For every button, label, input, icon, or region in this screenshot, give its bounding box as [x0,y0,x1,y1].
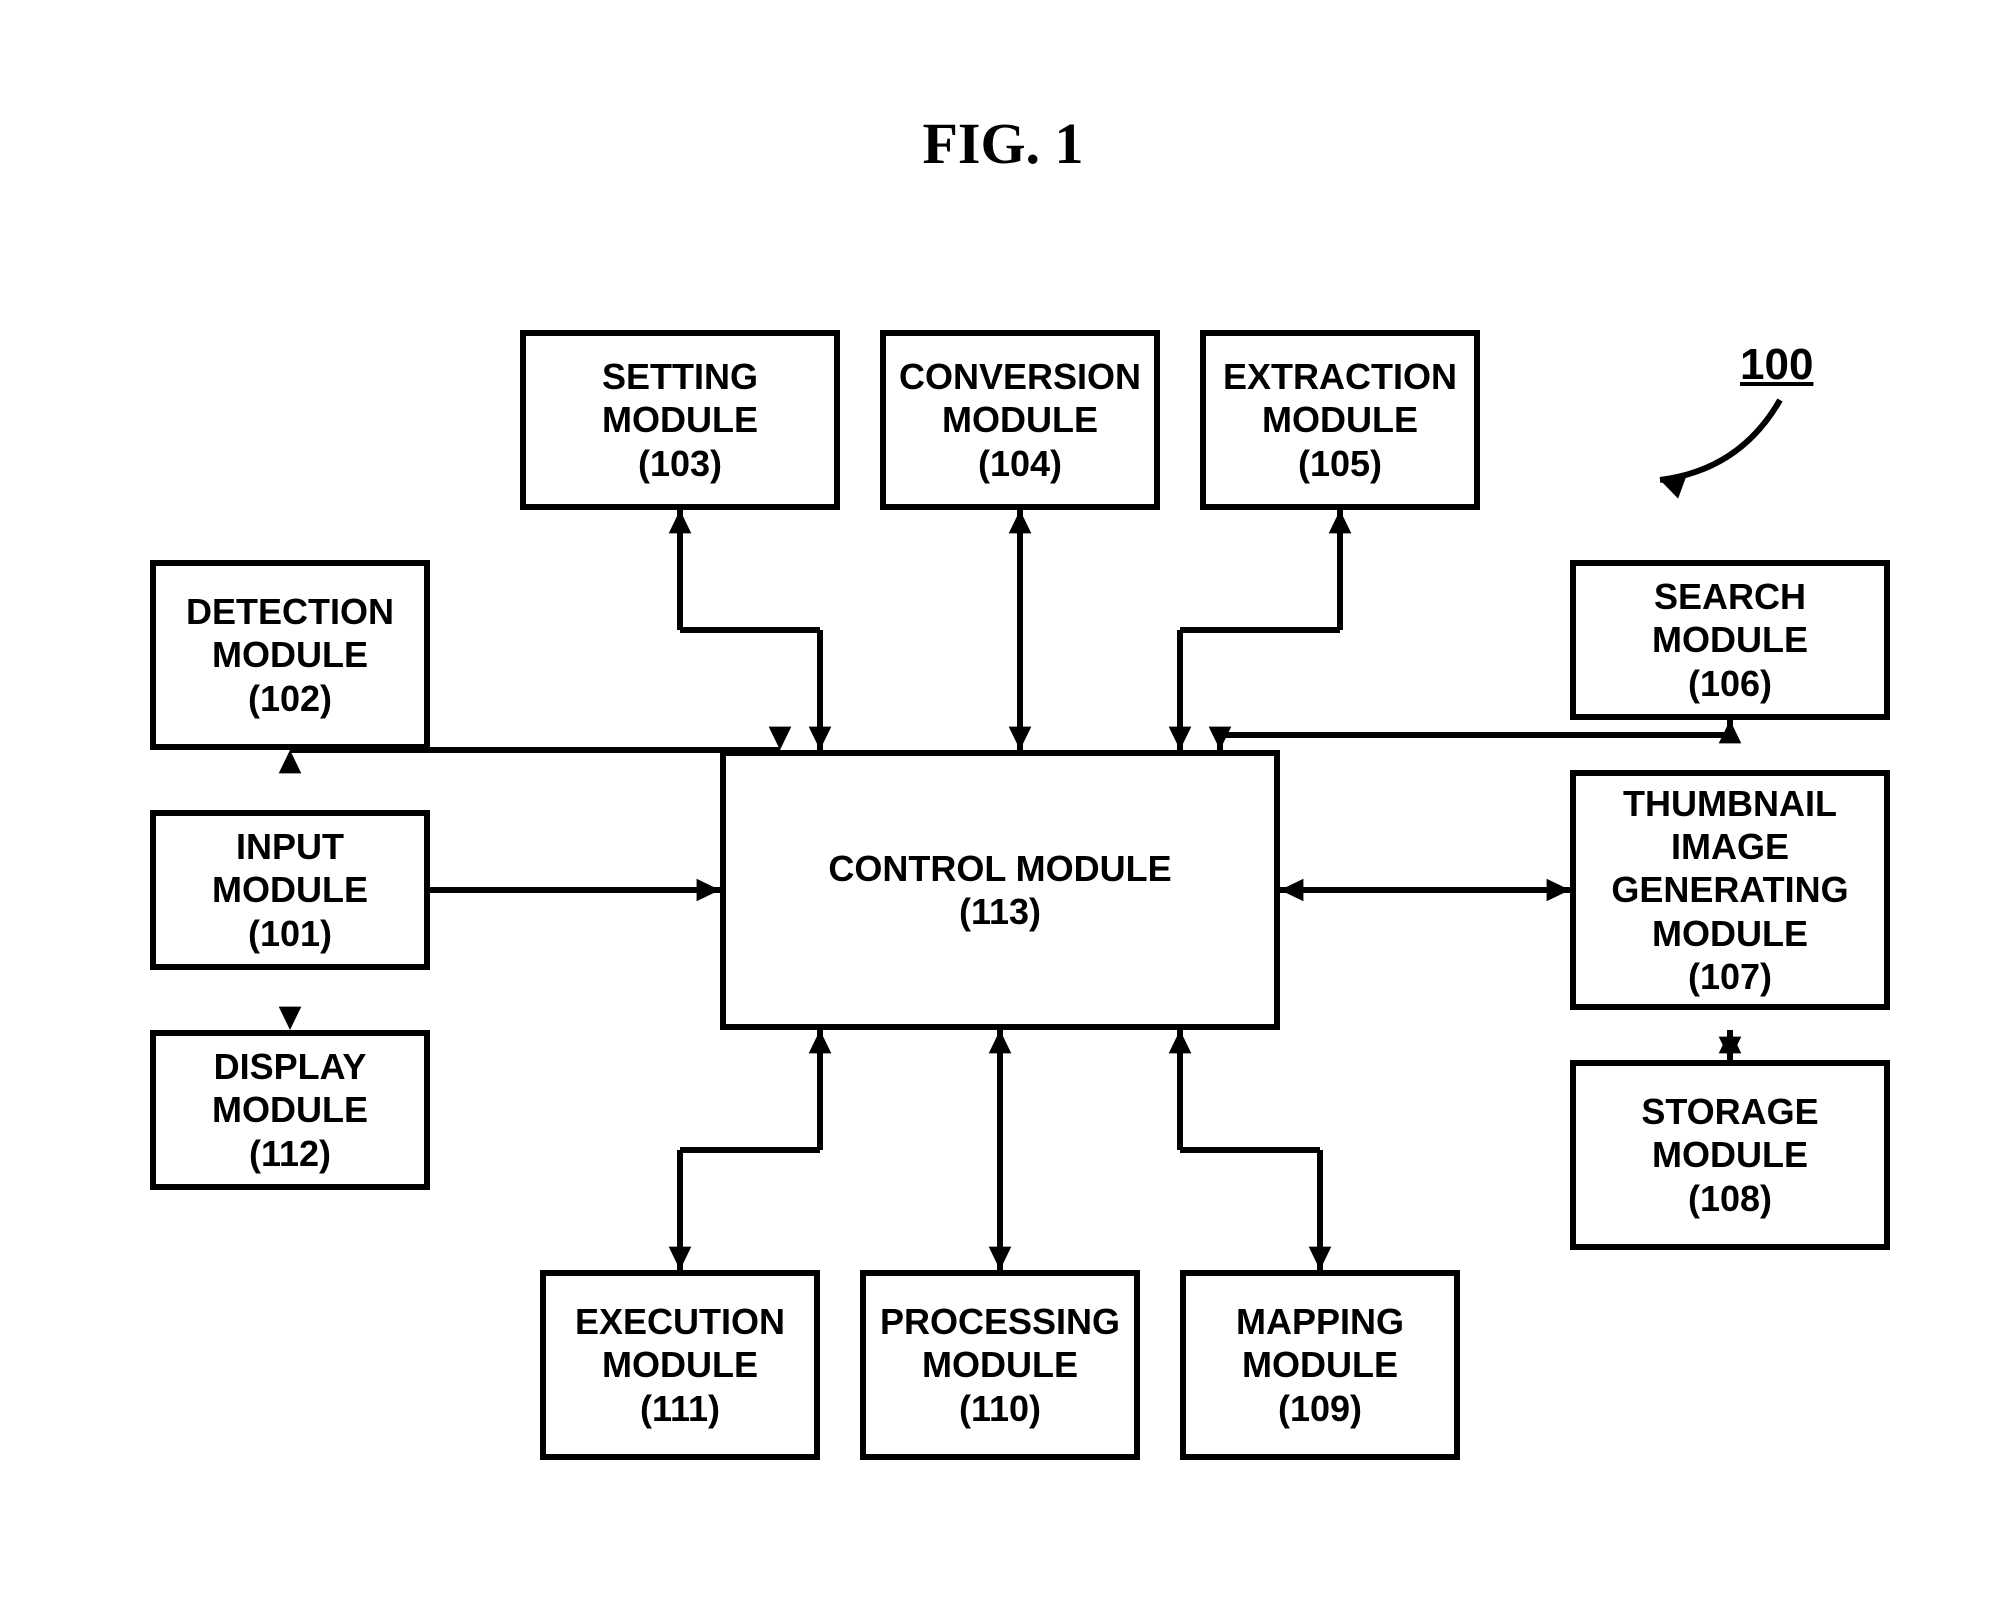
figure-title: FIG. 1 [0,110,2006,177]
diagram-canvas: FIG. 1 100 CONTROL MODULE (113) SETTING M… [0,0,2006,1620]
block-detection: DETECTION MODULE (102) [150,560,430,750]
block-execution: EXECUTION MODULE (111) [540,1270,820,1460]
block-extraction: EXTRACTION MODULE (105) [1200,330,1480,510]
block-storage: STORAGE MODULE (108) [1570,1060,1890,1250]
block-processing: PROCESSING MODULE (110) [860,1270,1140,1460]
block-control: CONTROL MODULE (113) [720,750,1280,1030]
block-mapping: MAPPING MODULE (109) [1180,1270,1460,1460]
reference-number: 100 [1740,340,1813,390]
block-conversion: CONVERSION MODULE (104) [880,330,1160,510]
block-display: DISPLAY MODULE (112) [150,1030,430,1190]
block-search: SEARCH MODULE (106) [1570,560,1890,720]
block-setting: SETTING MODULE (103) [520,330,840,510]
block-thumbnail: THUMBNAIL IMAGE GENERATING MODULE (107) [1570,770,1890,1010]
block-input: INPUT MODULE (101) [150,810,430,970]
